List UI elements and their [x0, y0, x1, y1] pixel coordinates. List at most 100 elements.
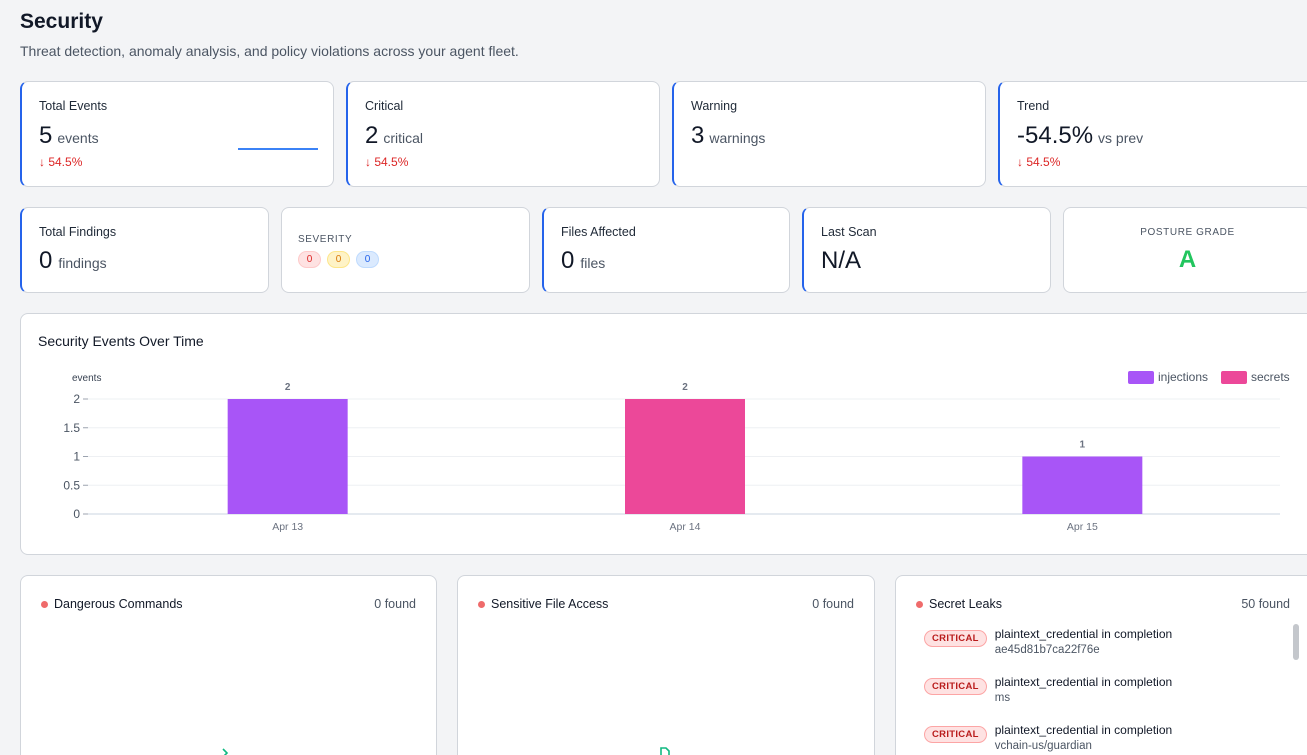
status-dot: [916, 600, 923, 608]
last-scan-card: Last Scan N/A: [802, 207, 1051, 293]
files-label: Files Affected: [561, 225, 636, 239]
last-scan-label: Last Scan: [821, 225, 877, 239]
total-events-card: Total Events 5 events ↓ 54.5%: [20, 81, 334, 187]
scrollbar[interactable]: [1293, 624, 1299, 660]
panel-title: Sensitive File Access: [478, 597, 608, 611]
stat-number: 2: [365, 122, 379, 149]
list-item[interactable]: CRITICAL plaintext_credential in complet…: [924, 626, 1294, 674]
stat-number: -54.5%: [1017, 122, 1094, 149]
trend-card: Trend -54.5% vs prev ↓ 54.5%: [998, 81, 1307, 187]
stat-delta: ↓ 54.5%: [39, 155, 83, 169]
page-subtitle: Threat detection, anomaly analysis, and …: [20, 43, 519, 59]
leak-title: plaintext_credential in completion: [994, 675, 1173, 689]
x-tick-label: Apr 15: [1067, 521, 1098, 533]
findings-unit: findings: [58, 255, 107, 271]
stat-value: -54.5% vs prev: [1017, 122, 1143, 150]
secret-leaks-list: CRITICAL plaintext_credential in complet…: [924, 626, 1294, 755]
stat-unit: warnings: [709, 130, 766, 146]
y-tick-label: 1: [73, 450, 80, 464]
file-icon: [660, 747, 670, 755]
stat-delta: ↓ 54.5%: [1017, 155, 1061, 169]
chart-title: Security Events Over Time: [38, 333, 204, 349]
status-dot: [478, 600, 485, 608]
leak-title: plaintext_credential in completion: [994, 627, 1173, 641]
stat-label: Trend: [1017, 99, 1050, 113]
critical-count-pill: 0: [298, 251, 321, 268]
stat-unit: events: [57, 130, 99, 146]
data-label: 2: [285, 382, 291, 393]
last-scan-number: N/A: [821, 247, 862, 274]
panel-count: 0 found: [374, 597, 416, 611]
leak-source: vchain-us/guardian: [994, 740, 1092, 752]
panel-title-text: Secret Leaks: [929, 597, 1002, 611]
posture-grade-label: POSTURE GRADE: [1140, 227, 1235, 238]
sparkline: [238, 148, 318, 150]
stat-label: Warning: [691, 99, 738, 113]
y-tick-label: 1.5: [63, 421, 80, 435]
page-title: Security: [20, 10, 103, 33]
posture-grade-card: POSTURE GRADE A: [1063, 207, 1307, 293]
stat-label: Critical: [365, 99, 404, 113]
legend-swatch-injections: [1128, 371, 1154, 384]
panel-title-text: Dangerous Commands: [54, 597, 183, 611]
files-affected-card: Files Affected 0 files: [542, 207, 790, 293]
info-count-pill: 0: [356, 251, 379, 268]
panel-title: Secret Leaks: [916, 597, 1002, 611]
y-tick-label: 2: [73, 392, 80, 406]
y-tick-label: 0: [73, 507, 80, 521]
stat-value: 3 warnings: [691, 122, 765, 150]
bar-secrets: [625, 399, 745, 514]
stat-label: Total Events: [39, 99, 108, 113]
severity-badge: CRITICAL: [924, 630, 987, 647]
severity-card: SEVERITY 0 0 0: [281, 207, 530, 293]
findings-number: 0: [39, 247, 53, 274]
files-unit: files: [580, 255, 606, 271]
list-item[interactable]: CRITICAL plaintext_credential in complet…: [924, 722, 1294, 755]
legend-label: secrets: [1251, 370, 1290, 384]
y-axis-label: events: [72, 373, 101, 384]
y-tick-label: 0.5: [63, 478, 80, 492]
leak-title: plaintext_credential in completion: [994, 723, 1173, 737]
severity-badge: CRITICAL: [924, 726, 987, 743]
security-events-chart-card: Security Events Over Time events 0 0.5 1 1.5…: [20, 313, 1307, 555]
stat-number: 5: [39, 122, 53, 149]
stat-value: 2 critical: [365, 122, 423, 150]
terminal-icon: [222, 748, 229, 755]
findings-label: Total Findings: [39, 225, 117, 239]
panel-count: 0 found: [812, 597, 854, 611]
critical-card: Critical 2 critical ↓ 54.5%: [346, 81, 660, 187]
total-findings-card: Total Findings 0 findings: [20, 207, 269, 293]
files-number: 0: [561, 247, 575, 274]
warning-count-pill: 0: [327, 251, 350, 268]
leak-source: ms: [994, 692, 1011, 704]
bar-injections: [1022, 456, 1143, 514]
dangerous-commands-panel: Dangerous Commands 0 found: [20, 575, 437, 755]
security-events-chart: events 0 0.5 1 1.5 2 2 Apr 13 2 Apr 14 1 Apr 15 inje…: [63, 370, 1290, 533]
legend-label: injections: [1158, 370, 1208, 384]
findings-value: 0 findings: [39, 247, 107, 275]
severity-pills: 0 0 0: [298, 251, 379, 268]
legend-swatch-secrets: [1221, 371, 1247, 384]
last-scan-value: N/A: [821, 247, 861, 275]
stat-delta: ↓ 54.5%: [365, 155, 409, 169]
x-tick-label: Apr 14: [670, 521, 701, 533]
panel-title-text: Sensitive File Access: [491, 597, 609, 611]
warning-card: Warning 3 warnings: [672, 81, 986, 187]
severity-badge: CRITICAL: [924, 678, 987, 695]
severity-label: SEVERITY: [298, 234, 353, 245]
status-dot: [41, 600, 48, 608]
stat-unit: critical: [383, 130, 424, 146]
posture-grade-value: A: [1178, 246, 1197, 273]
stat-value: 5 events: [39, 122, 99, 150]
panel-title: Dangerous Commands: [41, 597, 183, 611]
leak-source: ae45d81b7ca22f76e: [994, 644, 1100, 656]
stat-unit: vs prev: [1098, 130, 1144, 146]
secret-leaks-panel: Secret Leaks 50 found CRITICAL plaintext…: [895, 575, 1307, 755]
sensitive-file-access-panel: Sensitive File Access 0 found: [457, 575, 875, 755]
x-tick-label: Apr 13: [272, 521, 303, 533]
list-item[interactable]: CRITICAL plaintext_credential in complet…: [924, 674, 1294, 722]
data-label: 2: [682, 382, 688, 393]
panel-count: 50 found: [1241, 597, 1290, 611]
stat-number: 3: [691, 122, 705, 149]
bar-injections: [227, 399, 348, 514]
